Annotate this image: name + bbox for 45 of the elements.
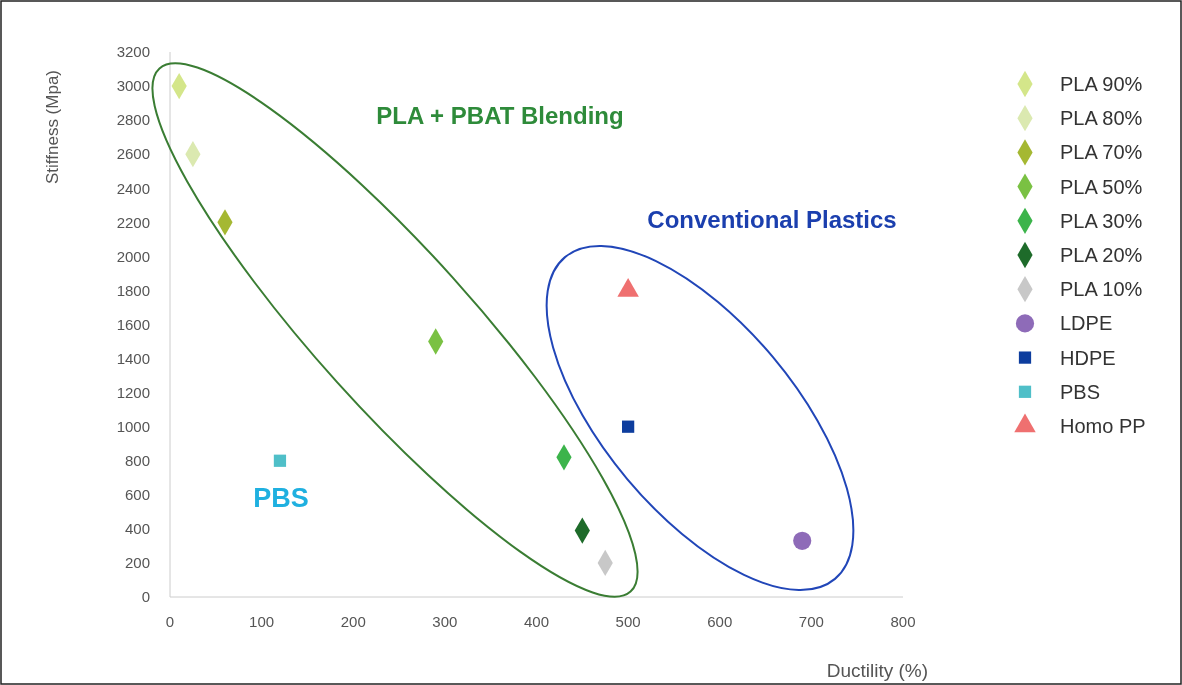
y-tick-label: 2000 (116, 247, 150, 265)
point (622, 420, 635, 433)
legend-label: HDPE (1060, 346, 1116, 369)
y-tick-label: 1800 (116, 281, 150, 299)
annotation: PLA + PBAT Blending (376, 102, 624, 129)
legend-label: PLA 50% (1060, 175, 1143, 198)
legend-label: PLA 10% (1060, 278, 1143, 301)
y-tick-label: 3000 (116, 77, 150, 95)
legend-label: LDPE (1060, 312, 1113, 335)
annotation: PBS (253, 483, 309, 513)
y-tick-label: 2600 (116, 145, 150, 163)
point (793, 531, 812, 550)
y-tick-label: 0 (141, 588, 150, 606)
y-tick-label: 600 (124, 486, 150, 504)
x-tick-label: 600 (707, 613, 733, 630)
y-tick-label: 400 (124, 520, 150, 538)
annotation: Conventional Plastics (647, 206, 897, 233)
legend-label: PLA 80% (1060, 107, 1143, 130)
y-tick-label: 1000 (116, 417, 150, 435)
x-tick-label: 500 (615, 613, 641, 630)
y-tick-label: 2400 (116, 179, 150, 197)
y-tick-label: 800 (124, 452, 150, 469)
y-tick-label: 3200 (116, 43, 150, 61)
legend-label: PBS (1060, 380, 1101, 403)
x-tick-label: 0 (165, 613, 175, 630)
x-tick-label: 400 (523, 613, 550, 630)
x-tick-label: 700 (798, 613, 824, 630)
legend-label: Homo PP (1060, 415, 1146, 437)
y-tick-label: 1600 (116, 315, 150, 333)
legend-label: PLA 90% (1060, 73, 1143, 95)
legend-label: PLA 30% (1060, 209, 1143, 232)
y-tick-label: 2200 (116, 213, 150, 231)
x-tick-label: 200 (340, 613, 366, 630)
legend-label: PLA 70% (1060, 141, 1143, 164)
x-tick-label: 100 (249, 613, 275, 630)
y-axis-title: Stiffness (Mpa) (43, 69, 62, 185)
legend-label: PLA 20% (1060, 244, 1143, 266)
point (273, 454, 287, 467)
y-tick-label: 200 (124, 554, 150, 572)
y-tick-label: 1400 (116, 349, 150, 367)
x-axis-title: Ductility (%) (826, 660, 928, 681)
x-tick-label: 300 (432, 613, 458, 630)
y-tick-label: 2800 (116, 111, 150, 129)
y-tick-label: 1200 (116, 383, 150, 401)
x-tick-label: 800 (890, 613, 916, 630)
